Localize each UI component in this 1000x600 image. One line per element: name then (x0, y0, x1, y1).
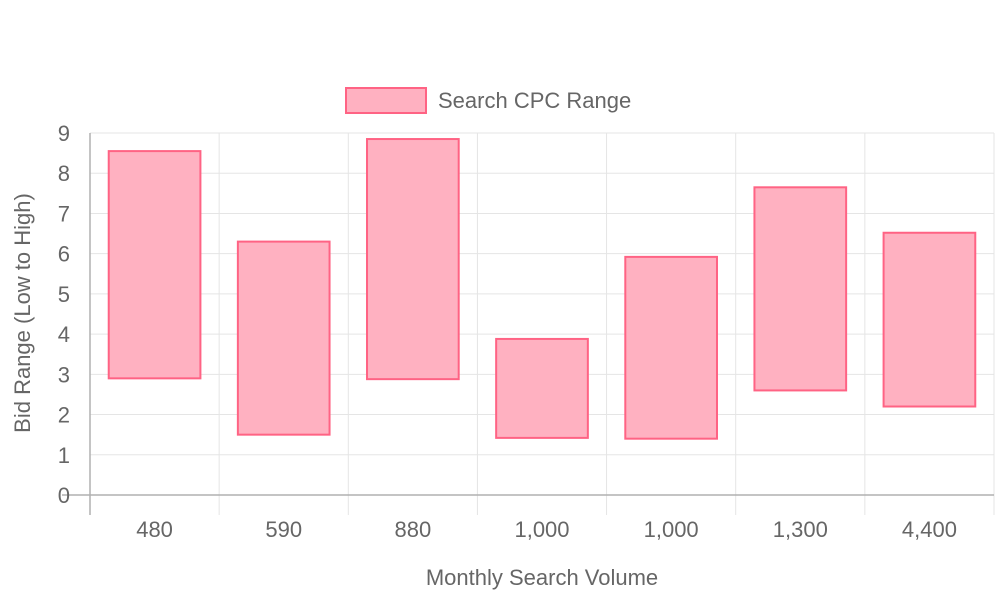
axes (62, 133, 994, 515)
tick-labels: 0 1 2 3 4 5 6 7 8 9 480 590 880 1,000 1,000 1,300 4,400 (58, 121, 957, 542)
range-bar[interactable] (753, 186, 848, 392)
legend-swatch[interactable] (345, 87, 427, 114)
range-bar[interactable] (107, 150, 202, 380)
y-tick-label: 4 (58, 322, 70, 347)
x-tick-label: 4,400 (902, 517, 957, 542)
x-tick-label: 880 (394, 517, 431, 542)
y-tick-label: 8 (58, 161, 70, 186)
grid-lines (89, 132, 995, 515)
bars (107, 138, 977, 440)
range-bar[interactable] (236, 240, 331, 436)
y-tick-label: 1 (58, 443, 70, 468)
legend-label-search-cpc-range[interactable]: Search CPC Range (438, 88, 631, 113)
y-tick-label: 9 (58, 121, 70, 146)
legend[interactable]: Search CPC Range (345, 87, 631, 114)
x-tick-label: 1,000 (514, 517, 569, 542)
y-tick-label: 3 (58, 362, 70, 387)
y-axis-title: Bid Range (Low to High) (10, 193, 35, 433)
range-bar[interactable] (882, 231, 977, 408)
x-tick-label: 590 (265, 517, 302, 542)
y-tick-label: 6 (58, 242, 70, 267)
y-tick-label: 0 (58, 483, 70, 508)
range-bar[interactable] (495, 337, 589, 439)
y-tick-label: 2 (58, 403, 70, 428)
x-tick-label: 480 (136, 517, 173, 542)
y-tick-label: 7 (58, 201, 70, 226)
range-bar[interactable] (624, 255, 718, 440)
x-tick-label: 1,300 (773, 517, 828, 542)
x-tick-label: 1,000 (644, 517, 699, 542)
range-bar[interactable] (366, 138, 460, 381)
x-axis-title: Monthly Search Volume (426, 565, 658, 590)
y-tick-label: 5 (58, 282, 70, 307)
